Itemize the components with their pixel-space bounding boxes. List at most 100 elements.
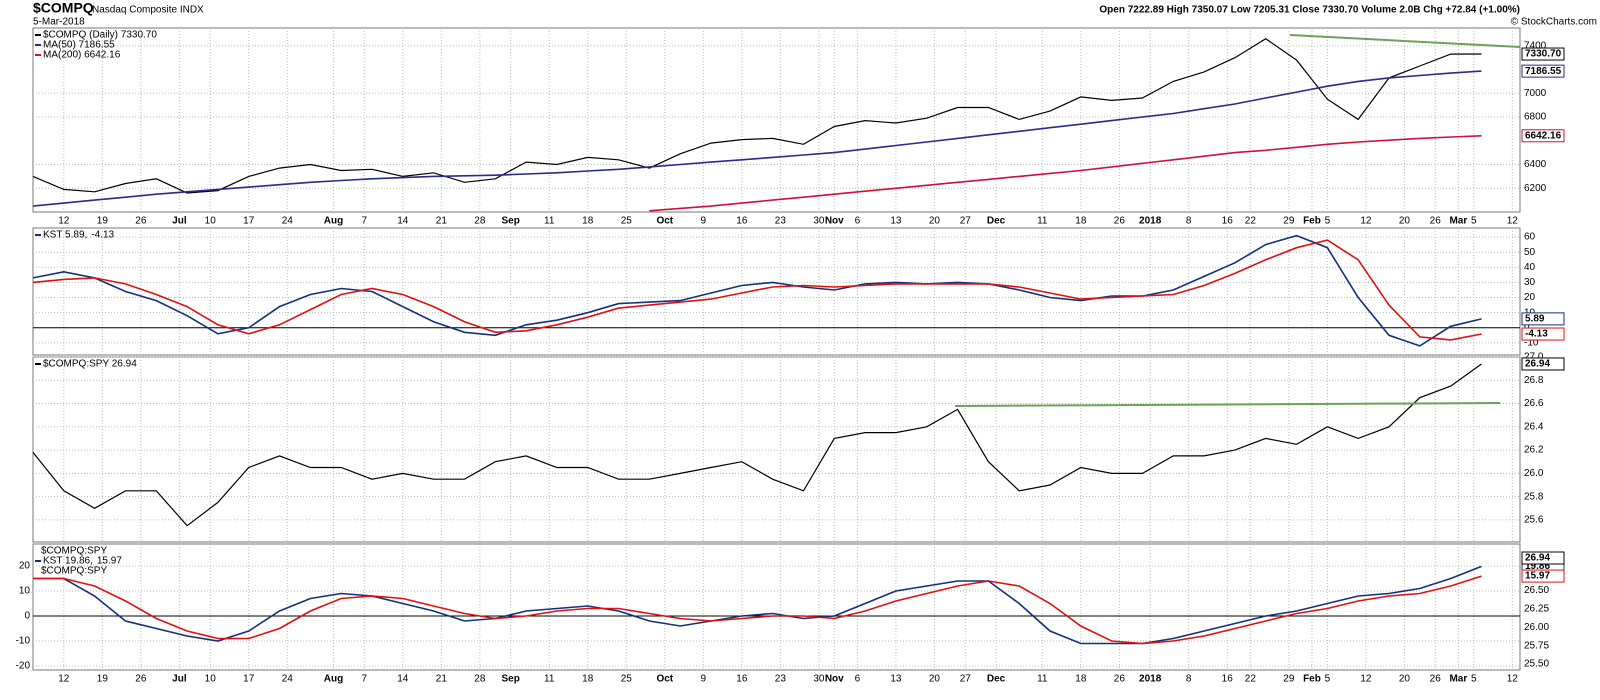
legend-label: $COMPQ:SPY 26.94 <box>43 359 137 370</box>
x-tick-label: 24 <box>282 216 294 227</box>
x-tick-label: 12 <box>58 216 70 227</box>
x-tick-label: 12 <box>58 674 70 685</box>
legend-label: $COMPQ (Daily) 7330.70 <box>43 30 157 41</box>
x-tick-label: 14 <box>397 674 409 685</box>
x-tick-label: 2018 <box>1139 216 1162 227</box>
y2-value: 26.94 <box>1521 551 1565 565</box>
x-tick-label: 30 <box>813 674 825 685</box>
x-tick-label: Mar <box>1449 674 1467 685</box>
x-tick-label: 18 <box>582 216 594 227</box>
x-tick-label: 20 <box>1399 674 1411 685</box>
legend-label: KST 19.86, <box>43 556 93 567</box>
last-value: 7186.55 <box>1521 64 1565 78</box>
x-tick-label: 16 <box>736 674 748 685</box>
quote: Open 7222.89 High 7350.07 Low 7205.31 Cl… <box>1099 5 1520 16</box>
x-tick-label: 19 <box>97 674 109 685</box>
trend-line <box>1289 34 1521 48</box>
value-label-box <box>1521 129 1565 143</box>
x-tick-label: 17 <box>243 216 255 227</box>
y-tick-label: 30 <box>1524 277 1536 288</box>
last-value: -4.13 <box>1521 327 1565 341</box>
x-tick-label: 6 <box>855 216 861 227</box>
value-label: 19.86 <box>1525 561 1550 572</box>
y-tick-label: 26.2 <box>1524 445 1544 456</box>
panels: 12 19 26 Jul 10 17 24 Aug 7 14 21 28 Sep 11 18 25 Oct 9 16… <box>16 27 1565 685</box>
series-line <box>32 70 1482 207</box>
x-tick-label: 27 <box>960 216 972 227</box>
y-tick-label: 60 <box>1524 232 1536 243</box>
value-label: 26.94 <box>1525 359 1550 370</box>
y-tick-label: -20 <box>16 661 31 672</box>
x-tick-label: 9 <box>701 216 707 227</box>
legend-label: MA(50) 7186.55 <box>43 40 115 51</box>
value-label-box <box>1521 569 1565 583</box>
series-line <box>32 234 1482 347</box>
x-tick-label: 8 <box>1186 216 1192 227</box>
x-tick-label: 23 <box>775 674 787 685</box>
y-tick-label: 50 <box>1524 247 1536 258</box>
panel-frame <box>32 227 1521 356</box>
x-tick-label: Dec <box>987 674 1006 685</box>
x-tick-label: Oct <box>656 674 673 685</box>
y-tick-label: 7000 <box>1524 88 1547 99</box>
x-tick-label: 18 <box>1075 216 1087 227</box>
x-tick-label: 7 <box>362 674 368 685</box>
last-value: 7330.70 <box>1521 47 1565 61</box>
y-tick-label: 25.8 <box>1524 491 1544 502</box>
x-tick-label: Dec <box>987 216 1006 227</box>
x-tick-label: 29 <box>1283 216 1295 227</box>
x-tick-label: 12 <box>1360 216 1372 227</box>
x-tick-label: 27 <box>960 674 972 685</box>
x-tick-label: 18 <box>1075 674 1087 685</box>
x-tick-label: 28 <box>474 216 486 227</box>
value-label: 26.94 <box>1525 553 1550 564</box>
last-value: 15.97 <box>1521 569 1565 583</box>
x-tick-label: 11 <box>1037 674 1048 685</box>
y-tick-label: 10 <box>19 586 31 597</box>
x-tick-label: 11 <box>544 674 555 685</box>
x-tick-label: Oct <box>656 216 673 227</box>
x-tick-label: 25 <box>621 674 633 685</box>
series-line <box>649 135 1482 212</box>
x-tick-label: 12 <box>1360 674 1372 685</box>
x-tick-label: 22 <box>1245 674 1257 685</box>
credit: © StockCharts.com <box>1511 17 1597 28</box>
y-tick-label: 40 <box>1524 262 1536 273</box>
symbol-name: Nasdaq Composite INDX <box>92 5 204 16</box>
x-tick-label: 5 <box>1471 674 1477 685</box>
x-tick-label: Jul <box>172 674 187 685</box>
panel-subtitle: $COMPQ:SPY <box>41 566 107 577</box>
x-tick-label: 7 <box>362 216 368 227</box>
x-tick-label: 5 <box>1325 216 1331 227</box>
series-line <box>32 37 1482 194</box>
series-line <box>33 565 1482 645</box>
y-tick-label: 20 <box>1524 292 1536 303</box>
x-tick-label: 26 <box>1114 674 1126 685</box>
value-label-box <box>1521 312 1565 326</box>
y2-tick-label: 26.25 <box>1524 603 1549 614</box>
x-tick-label: Feb <box>1303 216 1321 227</box>
y-tick-label: -10 <box>16 636 31 647</box>
y-tick-label: 26.4 <box>1524 421 1544 432</box>
x-tick-label: 18 <box>582 674 594 685</box>
y-tick-label: 6400 <box>1524 159 1547 170</box>
x-tick-label: 16 <box>1222 674 1234 685</box>
y-tick-label: 6800 <box>1524 112 1547 123</box>
x-tick-label: 21 <box>436 674 448 685</box>
last-value: 6642.16 <box>1521 129 1565 143</box>
x-tick-label: Sep <box>502 674 520 685</box>
series-line <box>33 575 1482 645</box>
x-tick-label: 20 <box>929 674 941 685</box>
x-tick-label: 13 <box>890 674 902 685</box>
x-tick-label: Nov <box>825 674 844 685</box>
x-tick-label: Mar <box>1449 216 1467 227</box>
x-tick-label: 19 <box>97 216 109 227</box>
x-tick-label: 23 <box>775 216 787 227</box>
value-label-box <box>1521 47 1565 61</box>
x-tick-label: 21 <box>436 216 448 227</box>
y-tick-label: 20 <box>19 561 31 572</box>
x-tick-label: Nov <box>825 216 844 227</box>
x-tick-label: 29 <box>1283 674 1295 685</box>
x-tick-label: 26 <box>135 216 147 227</box>
